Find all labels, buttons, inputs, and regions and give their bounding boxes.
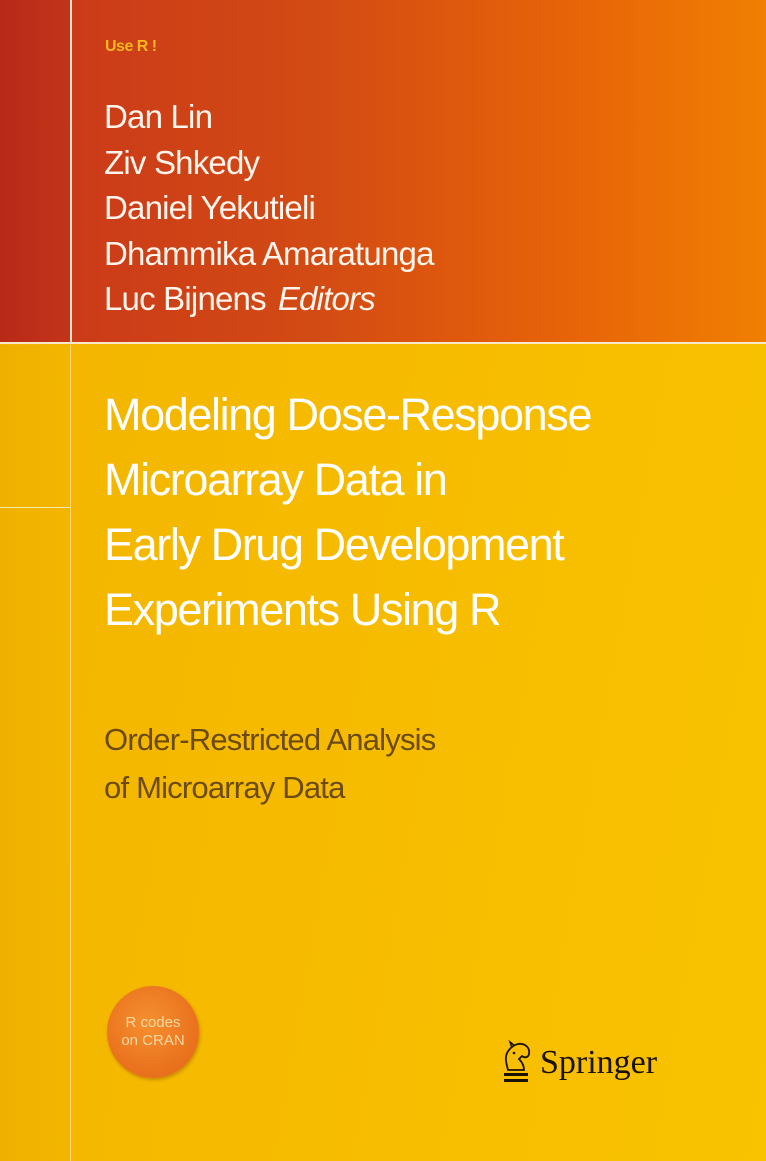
series-name: Use R !	[105, 38, 157, 55]
badge-line: R codes	[125, 1014, 181, 1031]
publisher-name: Springer	[540, 1044, 658, 1081]
knight-horse-icon	[504, 1040, 531, 1082]
r-codes-badge: R codes on CRAN	[107, 986, 199, 1078]
title-line: Modeling Dose-Response	[104, 389, 592, 440]
editor-name: Dan Lin	[104, 98, 213, 135]
horizontal-divider	[0, 342, 766, 344]
editor-name: Daniel Yekutieli	[104, 189, 316, 226]
title-line: Experiments Using R	[104, 584, 501, 635]
left-strip-top	[0, 0, 70, 343]
badge-line: on CRAN	[121, 1032, 185, 1049]
editors-label: Editors	[277, 280, 376, 317]
vertical-divider-lower	[70, 345, 71, 1161]
vertical-divider	[70, 0, 72, 343]
title-line: Microarray Data in	[104, 454, 448, 505]
subtitle-line: of Microarray Data	[104, 770, 345, 805]
book-title: Modeling Dose-Response Microarray Data i…	[104, 382, 592, 642]
editor-name: Dhammika Amaratunga	[104, 234, 434, 272]
editor-name: Luc Bijnens	[104, 280, 267, 317]
publisher-logo: Springer	[500, 1040, 657, 1086]
editor-name: Ziv Shkedy	[104, 143, 260, 181]
title-line: Early Drug Development	[104, 519, 565, 570]
book-subtitle: Order-Restricted Analysis of Microarray …	[104, 716, 436, 812]
left-strip-bottom	[0, 345, 70, 1161]
top-band	[0, 0, 766, 343]
left-tick-divider	[0, 507, 70, 508]
subtitle-line: Order-Restricted Analysis	[104, 722, 436, 757]
editors-list: Dan Lin Ziv Shkedy Daniel Yekutieli Dham…	[104, 94, 434, 322]
